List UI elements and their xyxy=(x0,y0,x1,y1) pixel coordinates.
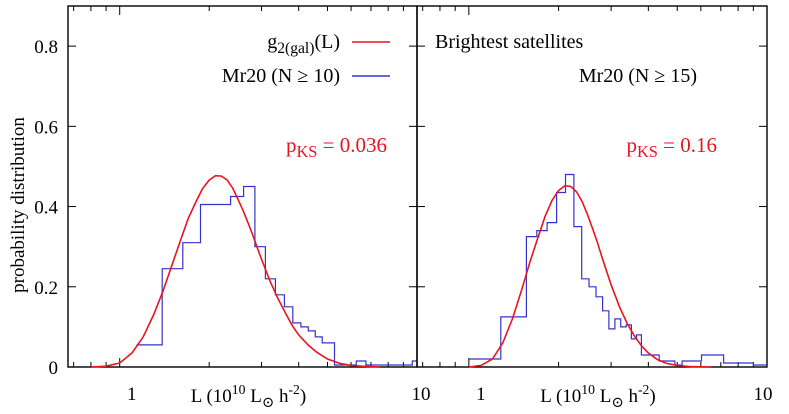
x-axis-label: L (1010 L⊙ h-2) xyxy=(191,382,306,411)
x-tick-label: 10 xyxy=(754,384,773,405)
legend-entry: g2(gal)(L) xyxy=(267,31,340,57)
y-tick-label: 0 xyxy=(49,358,59,379)
ks-annotation: pKS = 0.16 xyxy=(626,133,717,161)
panel-title: Brightest satellites xyxy=(435,31,584,53)
model-curve xyxy=(468,184,712,368)
plot-frame xyxy=(416,5,768,368)
ks-annotation: pKS = 0.036 xyxy=(286,133,387,161)
legend-entry: Mr20 (N ≥ 15) xyxy=(579,65,697,87)
y-tick-label: 0.6 xyxy=(34,117,58,138)
y-axis-label: probability distribution xyxy=(8,117,29,293)
plot-frame xyxy=(67,5,418,368)
x-tick-label: 10 xyxy=(412,384,431,405)
y-tick-label: 0.4 xyxy=(34,198,58,219)
panel-2: 1 10 L (1010 L⊙ h-2) Brightest satellites Mr… xyxy=(416,5,773,411)
histogram-series xyxy=(468,173,767,366)
model-curve xyxy=(90,174,380,368)
y-tick-label: 0.8 xyxy=(34,37,58,58)
legend-entry: Mr20 (N ≥ 10) xyxy=(222,65,340,87)
histogram-series xyxy=(136,185,417,366)
x-axis-label: L (1010 L⊙ h-2) xyxy=(540,382,655,411)
panel-1: 0 0.2 0.4 0.6 0.8 1 10 L (1010 L⊙ h-2) g2(gal)(L… xyxy=(34,5,431,411)
x-tick-label: 1 xyxy=(127,384,137,405)
y-tick-label: 0.2 xyxy=(34,278,58,299)
x-tick-label: 1 xyxy=(476,384,486,405)
